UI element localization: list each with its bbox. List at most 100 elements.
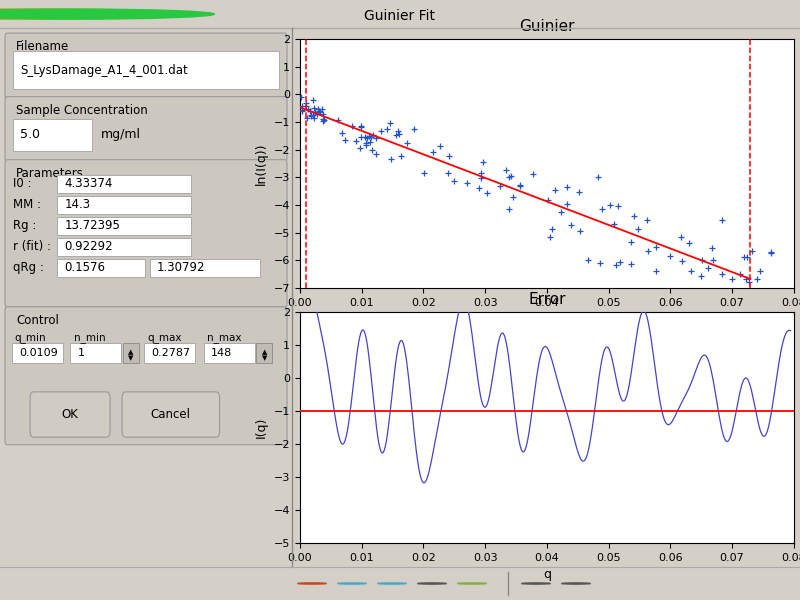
Point bbox=[494, 181, 506, 191]
Text: 0.0109: 0.0109 bbox=[19, 348, 58, 358]
Point bbox=[707, 256, 720, 265]
Point bbox=[631, 224, 644, 234]
Point bbox=[502, 205, 515, 214]
Text: 0.1576: 0.1576 bbox=[64, 261, 106, 274]
Point bbox=[299, 98, 312, 107]
FancyBboxPatch shape bbox=[123, 343, 139, 364]
Point bbox=[370, 134, 382, 143]
Point bbox=[331, 115, 344, 125]
Point bbox=[627, 212, 640, 221]
Text: Rg :: Rg : bbox=[13, 220, 37, 232]
Point bbox=[312, 104, 325, 113]
Point bbox=[364, 137, 377, 147]
Bar bbox=[57, 217, 191, 235]
Text: Filename: Filename bbox=[16, 40, 70, 53]
Point bbox=[442, 151, 455, 161]
Point bbox=[612, 201, 625, 211]
Point bbox=[359, 133, 372, 142]
Point bbox=[346, 122, 358, 131]
Point bbox=[764, 247, 777, 256]
Text: q_min: q_min bbox=[14, 332, 46, 343]
Bar bbox=[57, 175, 191, 193]
Point bbox=[682, 238, 695, 248]
Text: 0.2787: 0.2787 bbox=[151, 348, 190, 358]
Point bbox=[477, 158, 490, 167]
Bar bbox=[70, 343, 121, 364]
Text: n_min: n_min bbox=[74, 332, 106, 343]
Point bbox=[608, 219, 621, 229]
Point bbox=[742, 277, 755, 287]
Point bbox=[303, 106, 316, 116]
X-axis label: q^2: q^2 bbox=[534, 313, 560, 326]
Point bbox=[734, 269, 746, 279]
Point bbox=[474, 169, 487, 178]
Point bbox=[542, 195, 554, 205]
Circle shape bbox=[522, 583, 550, 584]
Circle shape bbox=[298, 583, 326, 584]
Text: 5.0: 5.0 bbox=[21, 128, 41, 142]
Text: 4.33374: 4.33374 bbox=[64, 177, 113, 190]
Point bbox=[384, 154, 397, 164]
Point bbox=[366, 145, 378, 155]
FancyBboxPatch shape bbox=[5, 307, 287, 445]
Point bbox=[594, 258, 606, 268]
Point bbox=[301, 113, 314, 123]
Point bbox=[740, 294, 753, 304]
Text: I0 :: I0 : bbox=[13, 178, 32, 190]
Text: 13.72395: 13.72395 bbox=[64, 219, 120, 232]
Point bbox=[514, 180, 526, 190]
Circle shape bbox=[338, 583, 366, 584]
Point bbox=[365, 132, 378, 142]
Point bbox=[307, 113, 320, 123]
Point bbox=[442, 169, 454, 178]
Point bbox=[746, 247, 758, 256]
FancyBboxPatch shape bbox=[256, 343, 273, 364]
Point bbox=[546, 224, 558, 234]
Point bbox=[765, 248, 778, 257]
Point bbox=[392, 129, 405, 139]
Point bbox=[702, 263, 714, 273]
Point bbox=[582, 255, 594, 265]
Text: 148: 148 bbox=[211, 348, 232, 358]
FancyBboxPatch shape bbox=[5, 97, 287, 162]
Bar bbox=[12, 343, 63, 364]
Point bbox=[307, 103, 320, 113]
Bar bbox=[57, 238, 191, 256]
Text: MM :: MM : bbox=[13, 199, 41, 211]
Point bbox=[543, 233, 556, 242]
Bar bbox=[204, 343, 255, 364]
Point bbox=[650, 266, 662, 275]
Point bbox=[306, 110, 319, 119]
Point bbox=[390, 131, 402, 140]
Point bbox=[473, 183, 486, 193]
Y-axis label: ln(I(q)): ln(I(q)) bbox=[255, 142, 268, 185]
Point bbox=[370, 149, 382, 159]
Bar bbox=[57, 196, 191, 214]
Circle shape bbox=[0, 9, 166, 19]
Text: ▲
▼: ▲ ▼ bbox=[262, 349, 267, 361]
Point bbox=[740, 252, 753, 262]
Point bbox=[317, 116, 330, 125]
Point bbox=[375, 126, 388, 136]
Point bbox=[641, 215, 654, 225]
Point bbox=[596, 204, 609, 214]
Point bbox=[401, 139, 414, 148]
Y-axis label: I(q): I(q) bbox=[255, 417, 268, 438]
Point bbox=[296, 101, 309, 111]
Point bbox=[684, 266, 697, 276]
Point bbox=[642, 246, 654, 256]
Point bbox=[350, 136, 362, 145]
Point bbox=[461, 178, 474, 188]
Text: q_max: q_max bbox=[147, 333, 182, 343]
Point bbox=[740, 274, 753, 284]
Bar bbox=[13, 119, 92, 151]
Point bbox=[391, 127, 404, 136]
Point bbox=[318, 116, 330, 125]
Point bbox=[300, 101, 313, 111]
Point bbox=[336, 128, 349, 137]
Point bbox=[314, 107, 326, 117]
Bar bbox=[144, 343, 194, 364]
Point bbox=[316, 104, 329, 113]
FancyBboxPatch shape bbox=[122, 392, 219, 437]
Point bbox=[418, 169, 430, 178]
